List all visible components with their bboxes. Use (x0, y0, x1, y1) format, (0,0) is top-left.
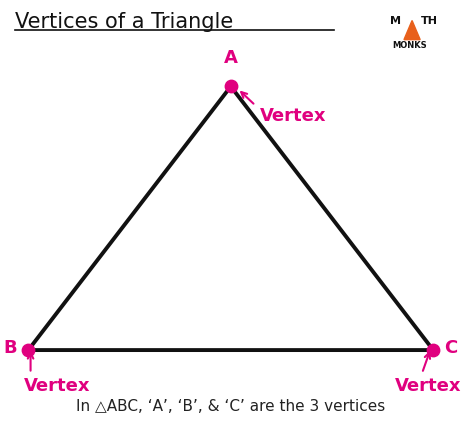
Point (25, 347, 32, 354)
Text: In △ABC, ‘A’, ‘B’, & ‘C’ are the 3 vertices: In △ABC, ‘A’, ‘B’, & ‘C’ are the 3 verti… (76, 399, 385, 414)
Point (429, 347, 437, 354)
Text: Vertices of a Triangle: Vertices of a Triangle (15, 12, 233, 32)
Text: B: B (3, 339, 17, 357)
Text: C: C (445, 339, 458, 357)
Text: Vertex: Vertex (24, 377, 91, 395)
Text: M: M (391, 16, 401, 26)
Text: Vertex: Vertex (260, 107, 327, 125)
Text: Vertex: Vertex (395, 377, 462, 395)
Text: TH: TH (420, 16, 438, 26)
Point (227, 83, 235, 90)
Polygon shape (404, 21, 420, 40)
Text: A: A (224, 49, 237, 67)
Text: MONKS: MONKS (393, 41, 428, 50)
